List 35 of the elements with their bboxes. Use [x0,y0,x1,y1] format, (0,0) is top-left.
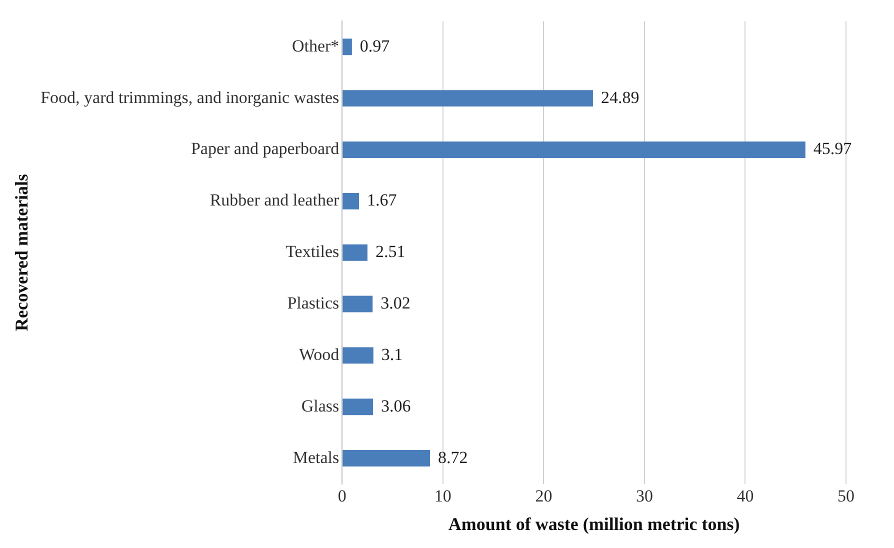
x-tick-label: 0 [338,486,346,506]
bar [342,296,373,312]
y-tick-label: Wood [298,344,340,364]
data-label: 1.67 [366,190,398,210]
y-tick-label: Other* [292,36,340,56]
bar [342,450,430,467]
data-label: 0.97 [360,36,390,56]
x-axis-title: Amount of waste (million metric tons) [448,514,740,534]
x-tick-label: 20 [535,486,552,506]
bar [342,192,359,210]
y-tick-label: Glass [301,396,340,416]
x-tick-label: 50 [838,486,854,506]
data-label: 3.06 [380,396,411,416]
data-label: 24.89 [600,88,640,107]
data-label: 8.72 [438,448,468,467]
bar [342,90,593,107]
bar [342,347,374,364]
y-tick-label: Rubber and leather [210,190,340,210]
x-tick-label: 40 [736,486,754,506]
bar [342,38,352,56]
y-tick-label: Paper and paperboard [190,139,340,158]
data-label: 3.1 [381,344,403,364]
data-label: 45.97 [813,139,852,158]
bar [342,142,806,158]
bar [342,398,373,416]
y-tick-label: Textiles [286,242,340,262]
x-tick-label: 30 [636,486,653,506]
y-tick-label: Metals [292,448,340,467]
y-tick-label: Plastics [287,293,340,312]
y-axis-title: Recovered materials [11,174,32,332]
y-tick-label: Food, yard trimmings, and inorganic wastes [40,88,340,107]
x-tick-label: 10 [434,486,452,506]
data-label: 2.51 [375,242,406,262]
data-label: 3.02 [380,293,410,312]
bar [342,244,368,261]
